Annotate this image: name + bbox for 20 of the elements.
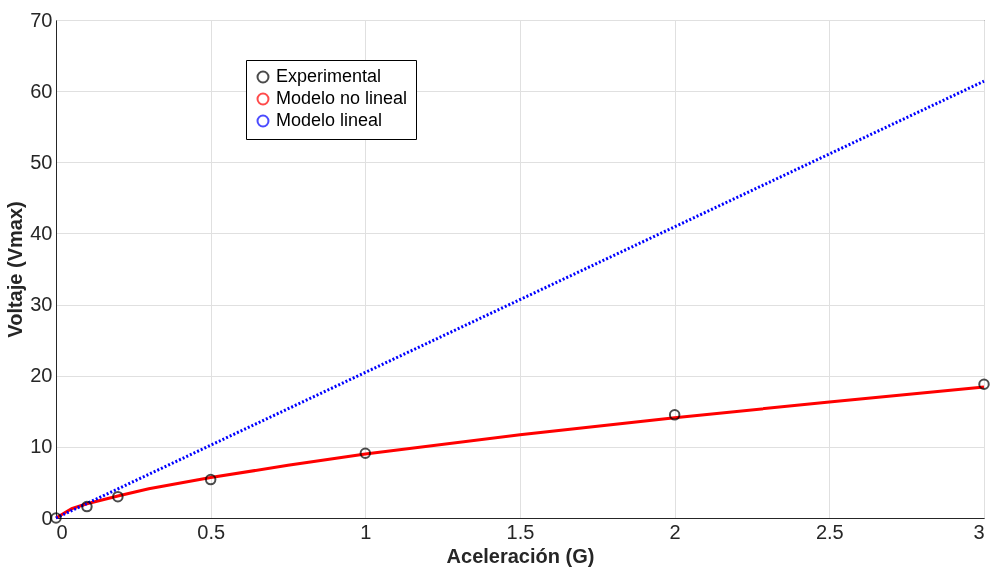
legend-label: Modelo lineal — [276, 110, 383, 130]
y-axis-title: Voltaje (Vmax) — [4, 201, 27, 338]
y-tick-label: 30 — [30, 293, 53, 316]
y-tick-label: 20 — [30, 364, 53, 387]
legend-label: Modelo no lineal — [276, 88, 408, 108]
y-tick-label: 50 — [30, 150, 53, 173]
y-tick-label: 0 — [41, 506, 53, 529]
y-tick-label: 10 — [30, 435, 53, 458]
y-tick-label: 40 — [30, 221, 53, 244]
x-tick-label: 3 — [973, 520, 985, 543]
x-tick-label: 0 — [56, 520, 68, 543]
x-tick-label: 1.5 — [506, 520, 535, 543]
x-tick-label: 2.5 — [815, 520, 844, 543]
x-axis-title: Aceleración (G) — [446, 544, 595, 567]
y-tick-label: 70 — [30, 8, 53, 31]
legend-label: Experimental — [276, 66, 382, 86]
x-tick-label: 2 — [669, 520, 681, 543]
x-tick-label: 0.5 — [197, 520, 226, 543]
y-tick-label: 60 — [30, 79, 53, 102]
x-tick-label: 1 — [360, 520, 372, 543]
